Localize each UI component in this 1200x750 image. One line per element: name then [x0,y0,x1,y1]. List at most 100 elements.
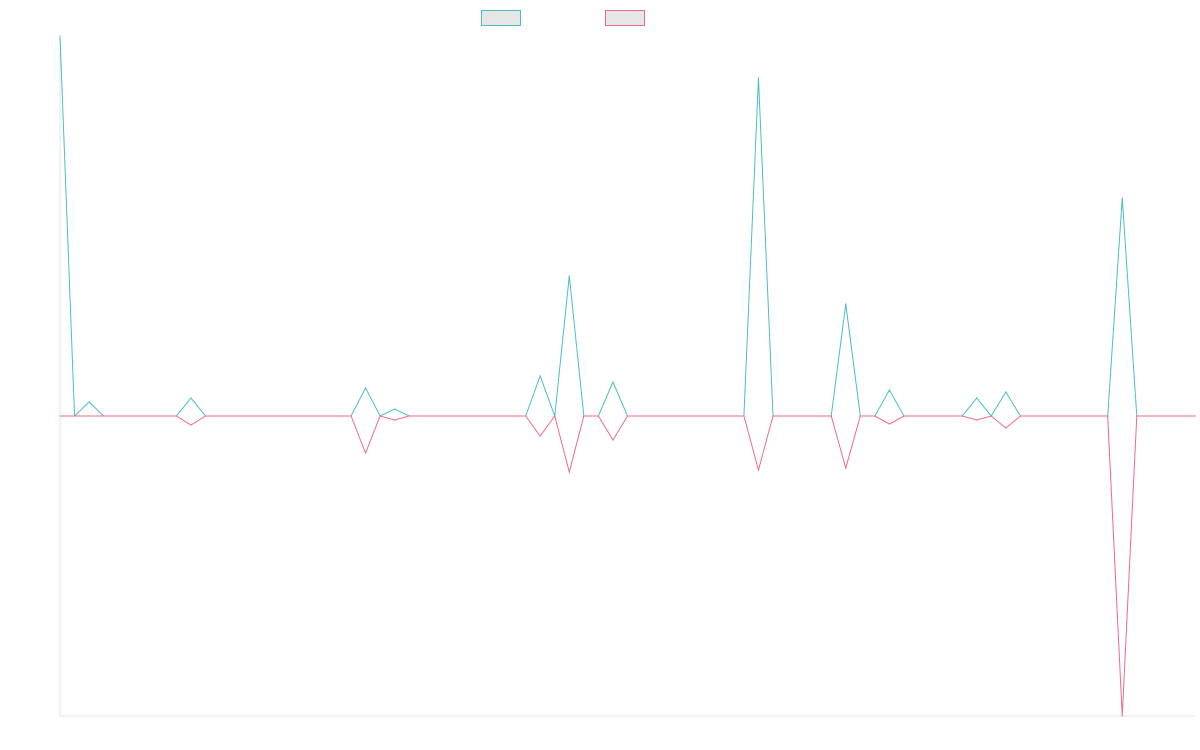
data-point [757,469,760,471]
data-point [437,415,439,417]
legend[interactable] [481,10,645,26]
data-point [539,375,541,377]
data-point [568,275,570,277]
data-point [888,389,891,391]
data-point [656,415,658,417]
data-point [888,423,891,425]
data-point [1121,197,1123,199]
data-point [146,415,148,417]
data-point [117,415,119,417]
data-point [917,415,920,417]
data-point [59,35,61,37]
data-point [466,415,469,417]
data-point [423,415,425,417]
data-point [845,467,847,469]
data-point [976,397,978,399]
data-point [801,415,803,417]
data-point [699,415,701,417]
data-point [932,415,934,417]
data-point [525,415,527,417]
data-point [1005,427,1007,429]
data-point [204,415,207,417]
data-point [103,415,105,417]
data-point [685,415,687,417]
data-point [641,415,643,417]
data-point [539,435,541,437]
data-point [350,415,352,417]
data-point [903,415,905,417]
data-point [335,415,338,417]
data-point [394,419,396,421]
data-point [1077,415,1080,417]
data-point [88,401,90,403]
series-line-2 [60,414,1195,717]
data-point [379,415,381,417]
data-point [495,415,498,417]
data-point [1165,415,1167,417]
data-point [452,415,454,417]
series-2 [59,414,1196,717]
data-point [990,415,992,417]
data-point [88,415,90,417]
data-point [772,415,774,417]
data-point [947,415,949,417]
data-point [757,77,760,79]
data-point [132,415,134,417]
legend-swatch-series-2[interactable] [605,10,645,26]
data-point [161,415,163,417]
data-point [1121,715,1123,717]
data-point [190,397,192,399]
data-point [728,415,730,417]
data-point [1150,415,1152,417]
data-point [816,415,818,417]
data-point [1194,415,1196,417]
data-point [408,415,410,417]
data-point [1179,415,1182,417]
data-point [190,424,192,426]
data-point [175,415,178,417]
data-point [364,452,367,454]
data-point [292,415,294,417]
data-point [1136,415,1138,417]
data-point [1092,415,1094,417]
data-point [786,415,789,417]
data-point [961,415,963,417]
series-line-1 [59,35,1195,418]
data-point [73,415,76,417]
data-point [554,415,556,417]
series-1 [59,35,1196,418]
data-point [1005,391,1007,393]
data-point [1107,415,1109,417]
data-point [874,415,876,417]
data-point [626,415,629,417]
data-point [859,415,861,417]
data-point [481,415,483,417]
data-point [306,415,308,417]
series-layer [59,35,1196,717]
legend-swatch-series-1[interactable] [481,10,521,26]
data-point [612,381,614,383]
data-point [394,408,396,410]
data-point [976,419,978,421]
data-point [234,415,236,417]
data-point [670,415,672,417]
data-point [612,439,614,441]
data-point [219,415,221,417]
data-point [597,415,600,417]
data-point [714,415,716,417]
data-point [1063,415,1065,417]
axes [59,36,1195,717]
data-point [364,387,367,389]
data-point [583,415,585,417]
data-point [59,415,61,417]
data-point [1048,415,1051,417]
data-point [510,415,512,417]
data-point [1034,415,1036,417]
data-point [830,415,832,417]
data-point [568,471,570,473]
data-point [321,415,323,417]
data-point [263,415,265,417]
data-point [248,415,250,417]
